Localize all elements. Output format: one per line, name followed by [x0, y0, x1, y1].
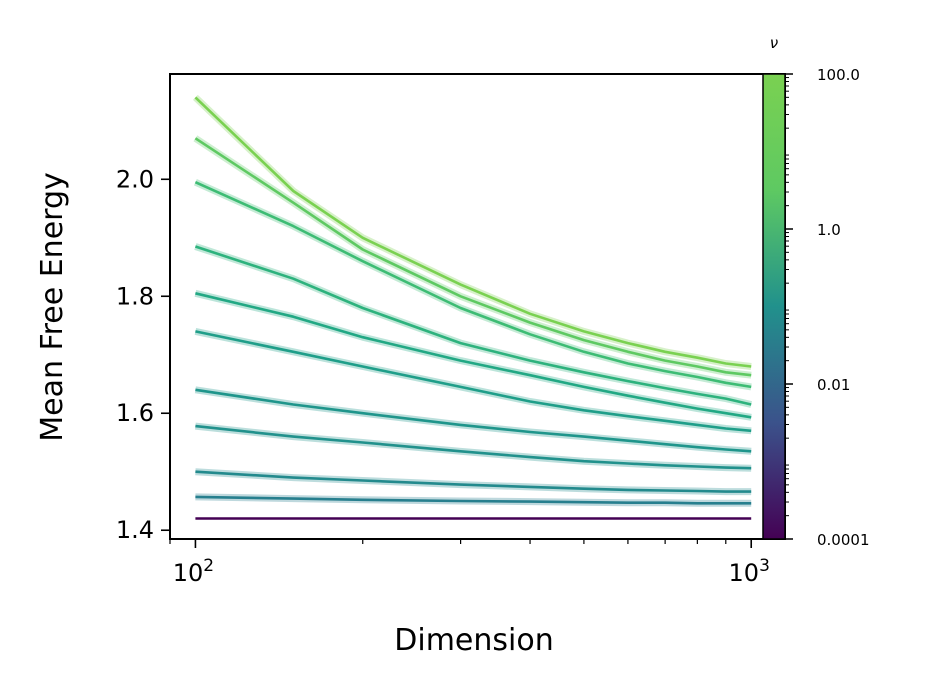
- series-layer: [192, 94, 752, 520]
- colorbar-tick-label: 1.0: [817, 221, 841, 239]
- series-line: [194, 96, 752, 368]
- colorbar-tick-label: 100.0: [817, 66, 860, 84]
- series-line: [195, 470, 752, 493]
- y-tick-label: 1.6: [116, 399, 154, 427]
- x-axis-label: Dimension: [394, 623, 553, 658]
- series-band: [195, 468, 752, 496]
- series-line: [195, 292, 752, 419]
- y-tick-label: 2.0: [116, 165, 154, 193]
- series-line: [195, 388, 752, 453]
- series-band: [192, 94, 752, 370]
- y-axis-ticks: 1.4 1.6 1.8 2.0: [116, 165, 170, 544]
- x-tick-label: 102: [173, 556, 214, 587]
- colorbar-tick-label: 0.01: [817, 376, 850, 394]
- series-band: [193, 179, 752, 391]
- series-band: [194, 243, 752, 408]
- series-line: [195, 495, 752, 505]
- series-line: [194, 137, 752, 377]
- x-axis-ticks: 102 103: [169, 539, 770, 587]
- series-line: [195, 424, 752, 470]
- x-tick-label: 103: [729, 556, 770, 587]
- y-axis-label: Mean Free Energy: [35, 172, 70, 442]
- series-line: [195, 330, 752, 433]
- colorbar: [762, 73, 786, 540]
- colorbar-title: ν: [770, 34, 778, 52]
- colorbar-ticks: 100.0 1.0 0.01 0.0001: [785, 66, 870, 549]
- colorbar-tick-label: 0.0001: [817, 531, 870, 549]
- y-tick-label: 1.8: [116, 282, 154, 310]
- series-line: [194, 245, 752, 406]
- series-line: [194, 181, 752, 389]
- y-tick-label: 1.4: [116, 516, 154, 544]
